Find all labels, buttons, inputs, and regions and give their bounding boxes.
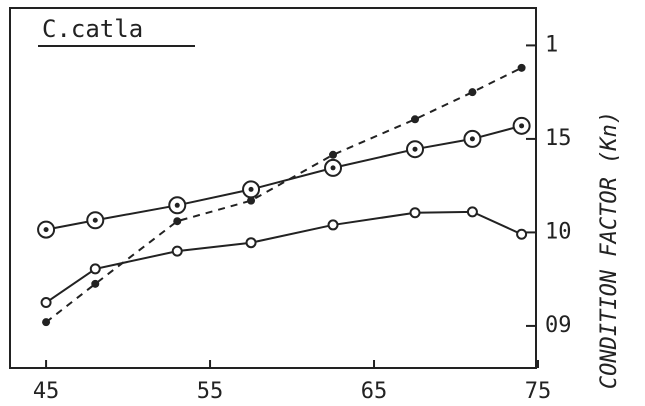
marker bbox=[42, 318, 51, 327]
x-tick-label: 45 bbox=[33, 379, 60, 404]
y-tick-label: 1 bbox=[545, 32, 558, 57]
marker bbox=[411, 115, 420, 124]
series-line bbox=[45, 124, 522, 231]
marker-dot bbox=[519, 123, 525, 129]
x-tick-label: 75 bbox=[525, 379, 552, 404]
y-tick-label: 15 bbox=[545, 126, 572, 151]
marker bbox=[245, 237, 257, 249]
marker-dot bbox=[412, 146, 418, 152]
plot-frame bbox=[9, 7, 537, 369]
chart-title: C.catla bbox=[42, 15, 143, 43]
y-tick-label: 09 bbox=[545, 313, 572, 338]
marker-dot bbox=[248, 186, 254, 192]
marker bbox=[91, 279, 100, 288]
x-tick-label: 65 bbox=[361, 379, 388, 404]
marker bbox=[466, 206, 478, 218]
marker-dot bbox=[43, 227, 49, 233]
marker bbox=[516, 228, 528, 240]
marker bbox=[517, 63, 526, 72]
y-tick-label: 10 bbox=[545, 219, 572, 244]
marker bbox=[468, 88, 477, 97]
marker bbox=[247, 196, 256, 205]
marker-dot bbox=[92, 217, 98, 223]
series-line bbox=[45, 66, 523, 323]
series-line bbox=[45, 210, 523, 304]
marker-dot bbox=[330, 165, 336, 171]
marker bbox=[409, 207, 421, 219]
y-axis-label: CONDITION FACTOR (Kn) bbox=[597, 111, 622, 389]
marker-dot bbox=[174, 202, 180, 208]
marker bbox=[40, 297, 52, 309]
marker bbox=[171, 245, 183, 257]
marker bbox=[329, 150, 338, 159]
x-tick-label: 55 bbox=[197, 379, 224, 404]
marker bbox=[89, 263, 101, 275]
marker bbox=[173, 217, 182, 226]
marker bbox=[327, 219, 339, 231]
marker-dot bbox=[469, 136, 475, 142]
